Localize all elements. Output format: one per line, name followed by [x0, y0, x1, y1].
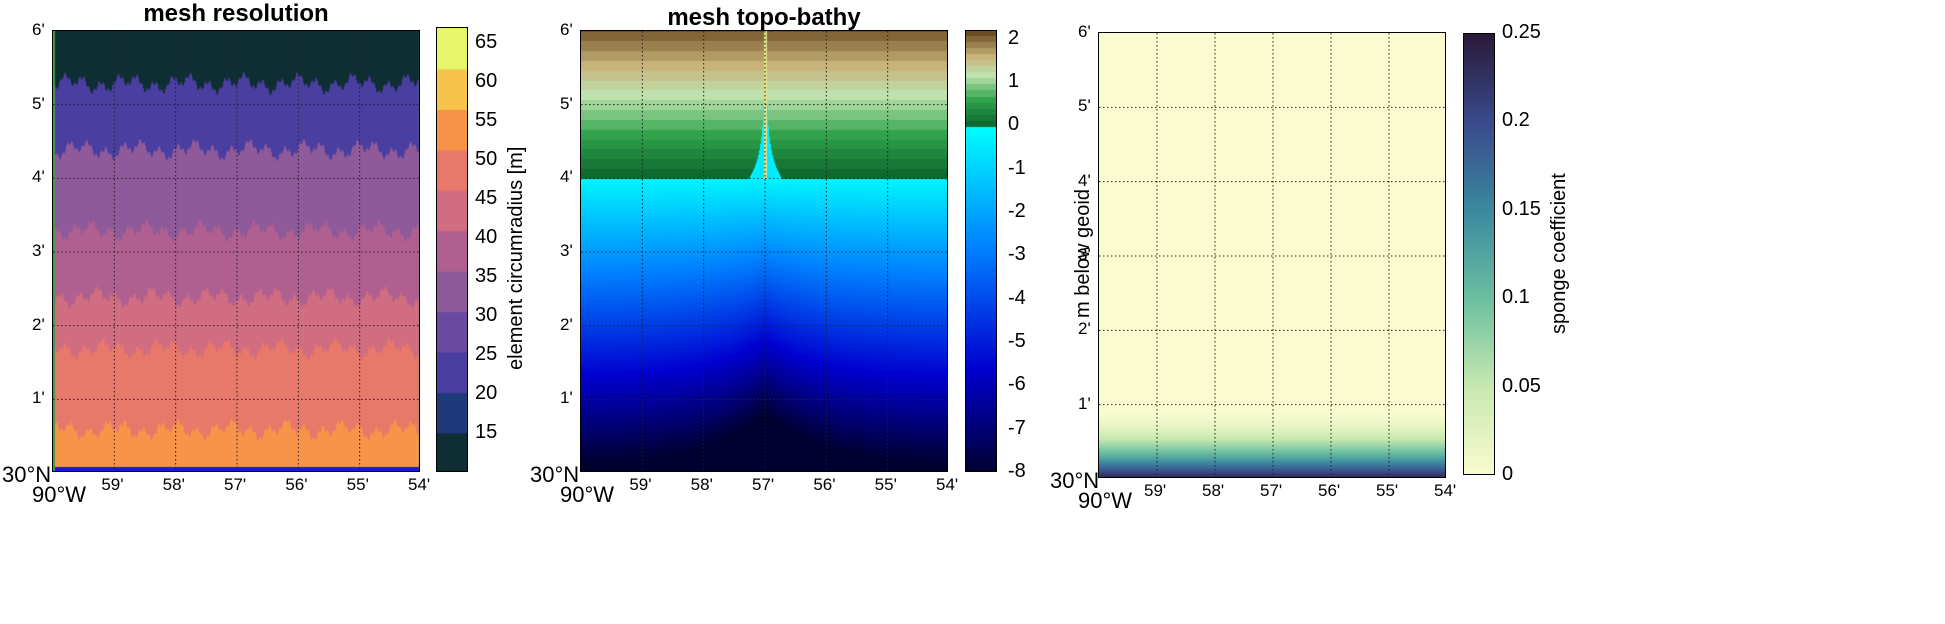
x-tick-label: 56': [813, 475, 836, 494]
y-tick-label: 2': [1078, 319, 1091, 339]
colorbar-1-tick-label: 20: [475, 381, 498, 404]
colorbar-2-tick-label: -6: [1008, 373, 1026, 396]
colorbar-2: [965, 30, 997, 472]
colorbar-2-tick-label: -7: [1008, 416, 1026, 439]
x-tick-label: 57': [752, 475, 775, 494]
y-tick-label: 6': [32, 20, 45, 39]
y-tick-label: 4': [1078, 170, 1091, 190]
y-origin-label-3: 30°N: [1050, 468, 1100, 493]
colorbar-1-tick-label: 30: [475, 303, 498, 326]
chart-title-1: mesh resolution: [143, 0, 329, 27]
y-tick-label: 1': [32, 388, 45, 408]
colorbar-1-tick-label: 60: [475, 69, 498, 92]
plot-area-3: [1098, 32, 1446, 478]
colorbar-3-tick-label: 0.05: [1502, 374, 1541, 397]
y-tick-label: 4': [32, 167, 45, 187]
colorbar-2-tick-label: 0: [1008, 113, 1020, 136]
x-tick-label: 56': [285, 475, 308, 494]
x-tick-label: 58': [162, 475, 185, 494]
colorbar-1-tick-label: 40: [475, 225, 498, 248]
x-tick-label: 58': [690, 475, 713, 494]
x-tick-label: 54': [936, 475, 959, 494]
colorbar-2-tick-label: -3: [1008, 243, 1026, 266]
colorbar-3-gradient: [1464, 34, 1494, 474]
colorbar-3-tick-label: 0.2: [1502, 109, 1530, 132]
colorbar-1-tick-label: 45: [475, 186, 498, 209]
colorbar-3-tick-label: 0.1: [1502, 286, 1530, 309]
colorbar-1-tick-label: 15: [475, 420, 498, 443]
colorbar-3: [1463, 33, 1495, 475]
colorbar-2-tick-label: -5: [1008, 330, 1026, 352]
x-tick-label: 58': [1202, 481, 1225, 500]
x-tick-label: 55': [1376, 481, 1399, 500]
colorbar-1-tick-label: 25: [475, 342, 498, 365]
y-tick-label: 6': [1078, 22, 1091, 41]
y-tick-label: 1': [1078, 393, 1091, 413]
colorbar-1-label: element circumradius [m]: [505, 146, 527, 370]
x-tick-label: 57': [224, 475, 247, 494]
y-tick-label: 5': [560, 93, 573, 113]
colorbar-1: [436, 27, 468, 472]
colorbar-3-tick-label: 0: [1502, 463, 1514, 485]
colorbar-1-tick-label: 50: [475, 147, 498, 170]
y-tick-label: 2': [560, 314, 573, 334]
y-tick-label: 5': [32, 93, 45, 113]
colorbar-1-tick-label: 55: [475, 108, 498, 131]
colorbar-1-tick-label: 35: [475, 264, 498, 287]
x-tick-label: 55': [874, 475, 897, 494]
x-tick-label: 59': [1144, 481, 1167, 500]
plot-area-2: [580, 30, 948, 472]
y-tick-label: 2': [32, 314, 45, 334]
y-tick-label: 3': [560, 241, 573, 260]
colorbar-3-label: sponge coefficient: [1548, 173, 1570, 334]
x-tick-label: 54': [408, 475, 431, 494]
colorbar-2-tick-label: -1: [1008, 156, 1026, 179]
colorbar-2-tick-label: -8: [1008, 460, 1026, 482]
x-tick-label: 59': [629, 475, 652, 494]
y-origin-label-1: 30°N: [2, 462, 52, 487]
x-origin-label-2: 90°W: [560, 482, 615, 507]
x-tick-label: 55': [346, 475, 369, 494]
y-origin-label-2: 30°N: [530, 462, 580, 487]
colorbar-1-tick-label: 65: [475, 30, 498, 53]
x-origin-label-3: 90°W: [1078, 488, 1133, 513]
y-tick-label: 3': [1078, 245, 1091, 264]
grid-lines-3: [1099, 33, 1445, 477]
colorbar-2-gradient: [966, 31, 996, 471]
y-tick-label: 6': [560, 20, 573, 39]
chart-title-2: mesh topo-bathy: [667, 4, 861, 31]
x-tick-label: 59': [101, 475, 124, 494]
grid-lines-1: [53, 31, 419, 471]
x-tick-label: 57': [1260, 481, 1283, 500]
plot-area-1: [52, 30, 420, 472]
y-tick-label: 1': [560, 388, 573, 408]
y-tick-label: 3': [32, 241, 45, 260]
x-tick-label: 54': [1434, 481, 1457, 500]
x-tick-label: 56': [1318, 481, 1341, 500]
y-tick-label: 4': [560, 167, 573, 187]
colorbar-2-tick-label: -4: [1008, 286, 1026, 309]
y-tick-label: 5': [1078, 96, 1091, 116]
colorbar-2-tick-label: -2: [1008, 200, 1026, 222]
colorbar-1-gradient: [437, 28, 467, 471]
colorbar-3-tick-label: 0.25: [1502, 21, 1541, 43]
colorbar-3-tick-label: 0.15: [1502, 197, 1541, 220]
colorbar-2-tick-label: 1: [1008, 70, 1020, 92]
colorbar-2-tick-label: 2: [1008, 26, 1020, 49]
x-origin-label-1: 90°W: [32, 482, 87, 507]
grid-lines-2: [581, 31, 947, 471]
